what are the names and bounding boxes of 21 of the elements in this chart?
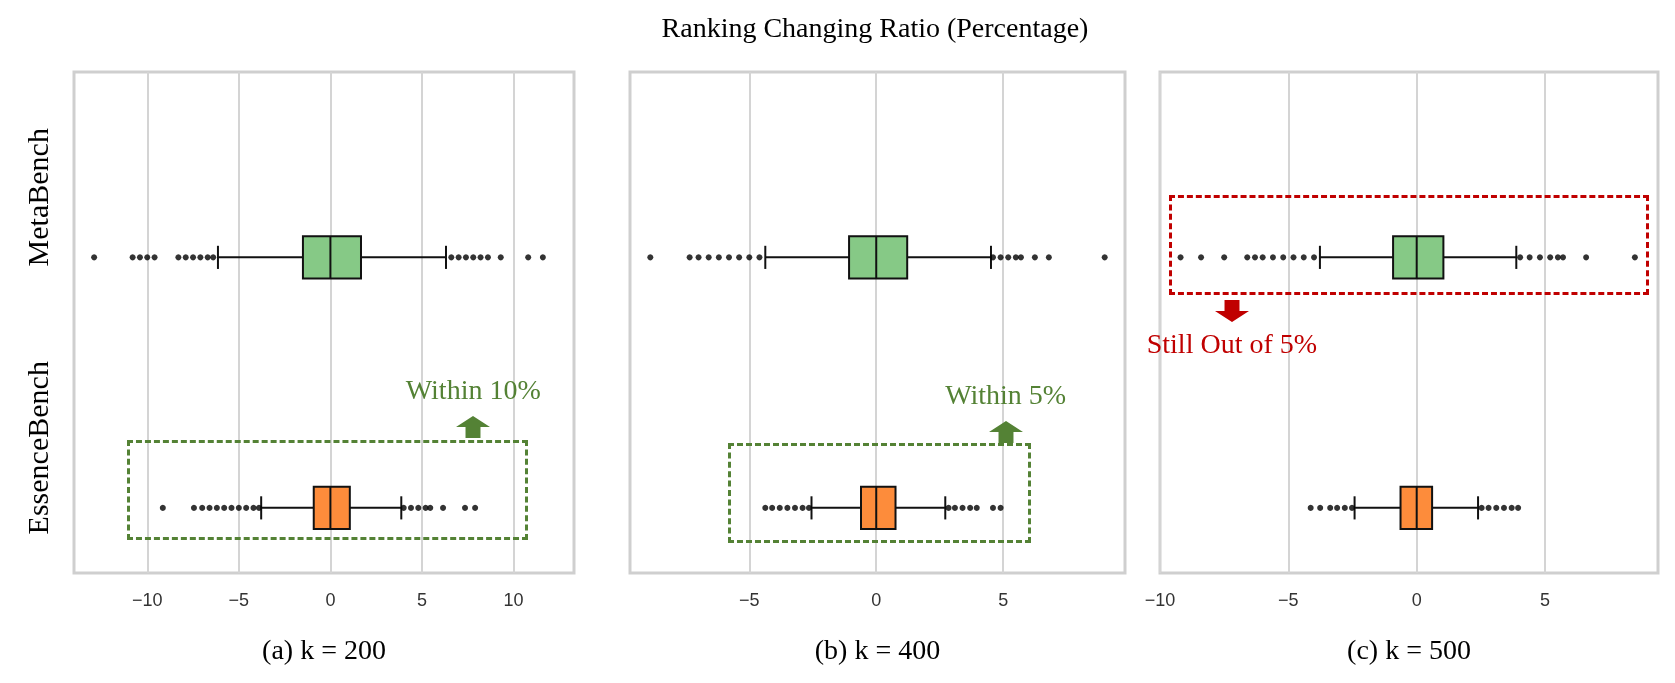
x-tick-label: −5 — [739, 590, 760, 610]
x-tick-label: 0 — [325, 590, 336, 610]
chart-title: Ranking Changing Ratio (Percentage) — [660, 12, 1090, 44]
x-tick-label: −10 — [131, 590, 163, 610]
annotation: Within 10% — [404, 372, 542, 407]
x-tick-label: 10 — [503, 590, 524, 610]
x-tick-label: 5 — [998, 590, 1009, 610]
y-tick-label: MetaBench — [20, 128, 54, 267]
x-tick-label: −5 — [1278, 590, 1299, 610]
x-axis-title: (a) k = 200 — [262, 633, 386, 665]
x-tick-label: 0 — [871, 590, 882, 610]
x-axis-title: (c) k = 500 — [1347, 633, 1471, 665]
annotation: Within 5% — [944, 377, 1068, 412]
x-tick-label: 0 — [1411, 590, 1422, 610]
x-tick-label: −10 — [1144, 590, 1176, 610]
x-axis-title: (b) k = 400 — [814, 633, 941, 665]
annotation: Still Out of 5% — [1145, 326, 1319, 361]
x-tick-label: 5 — [1540, 590, 1551, 610]
x-tick-label: −5 — [228, 590, 250, 610]
x-tick-label: 5 — [416, 590, 427, 610]
y-tick-label: EssenceBench — [20, 361, 54, 535]
